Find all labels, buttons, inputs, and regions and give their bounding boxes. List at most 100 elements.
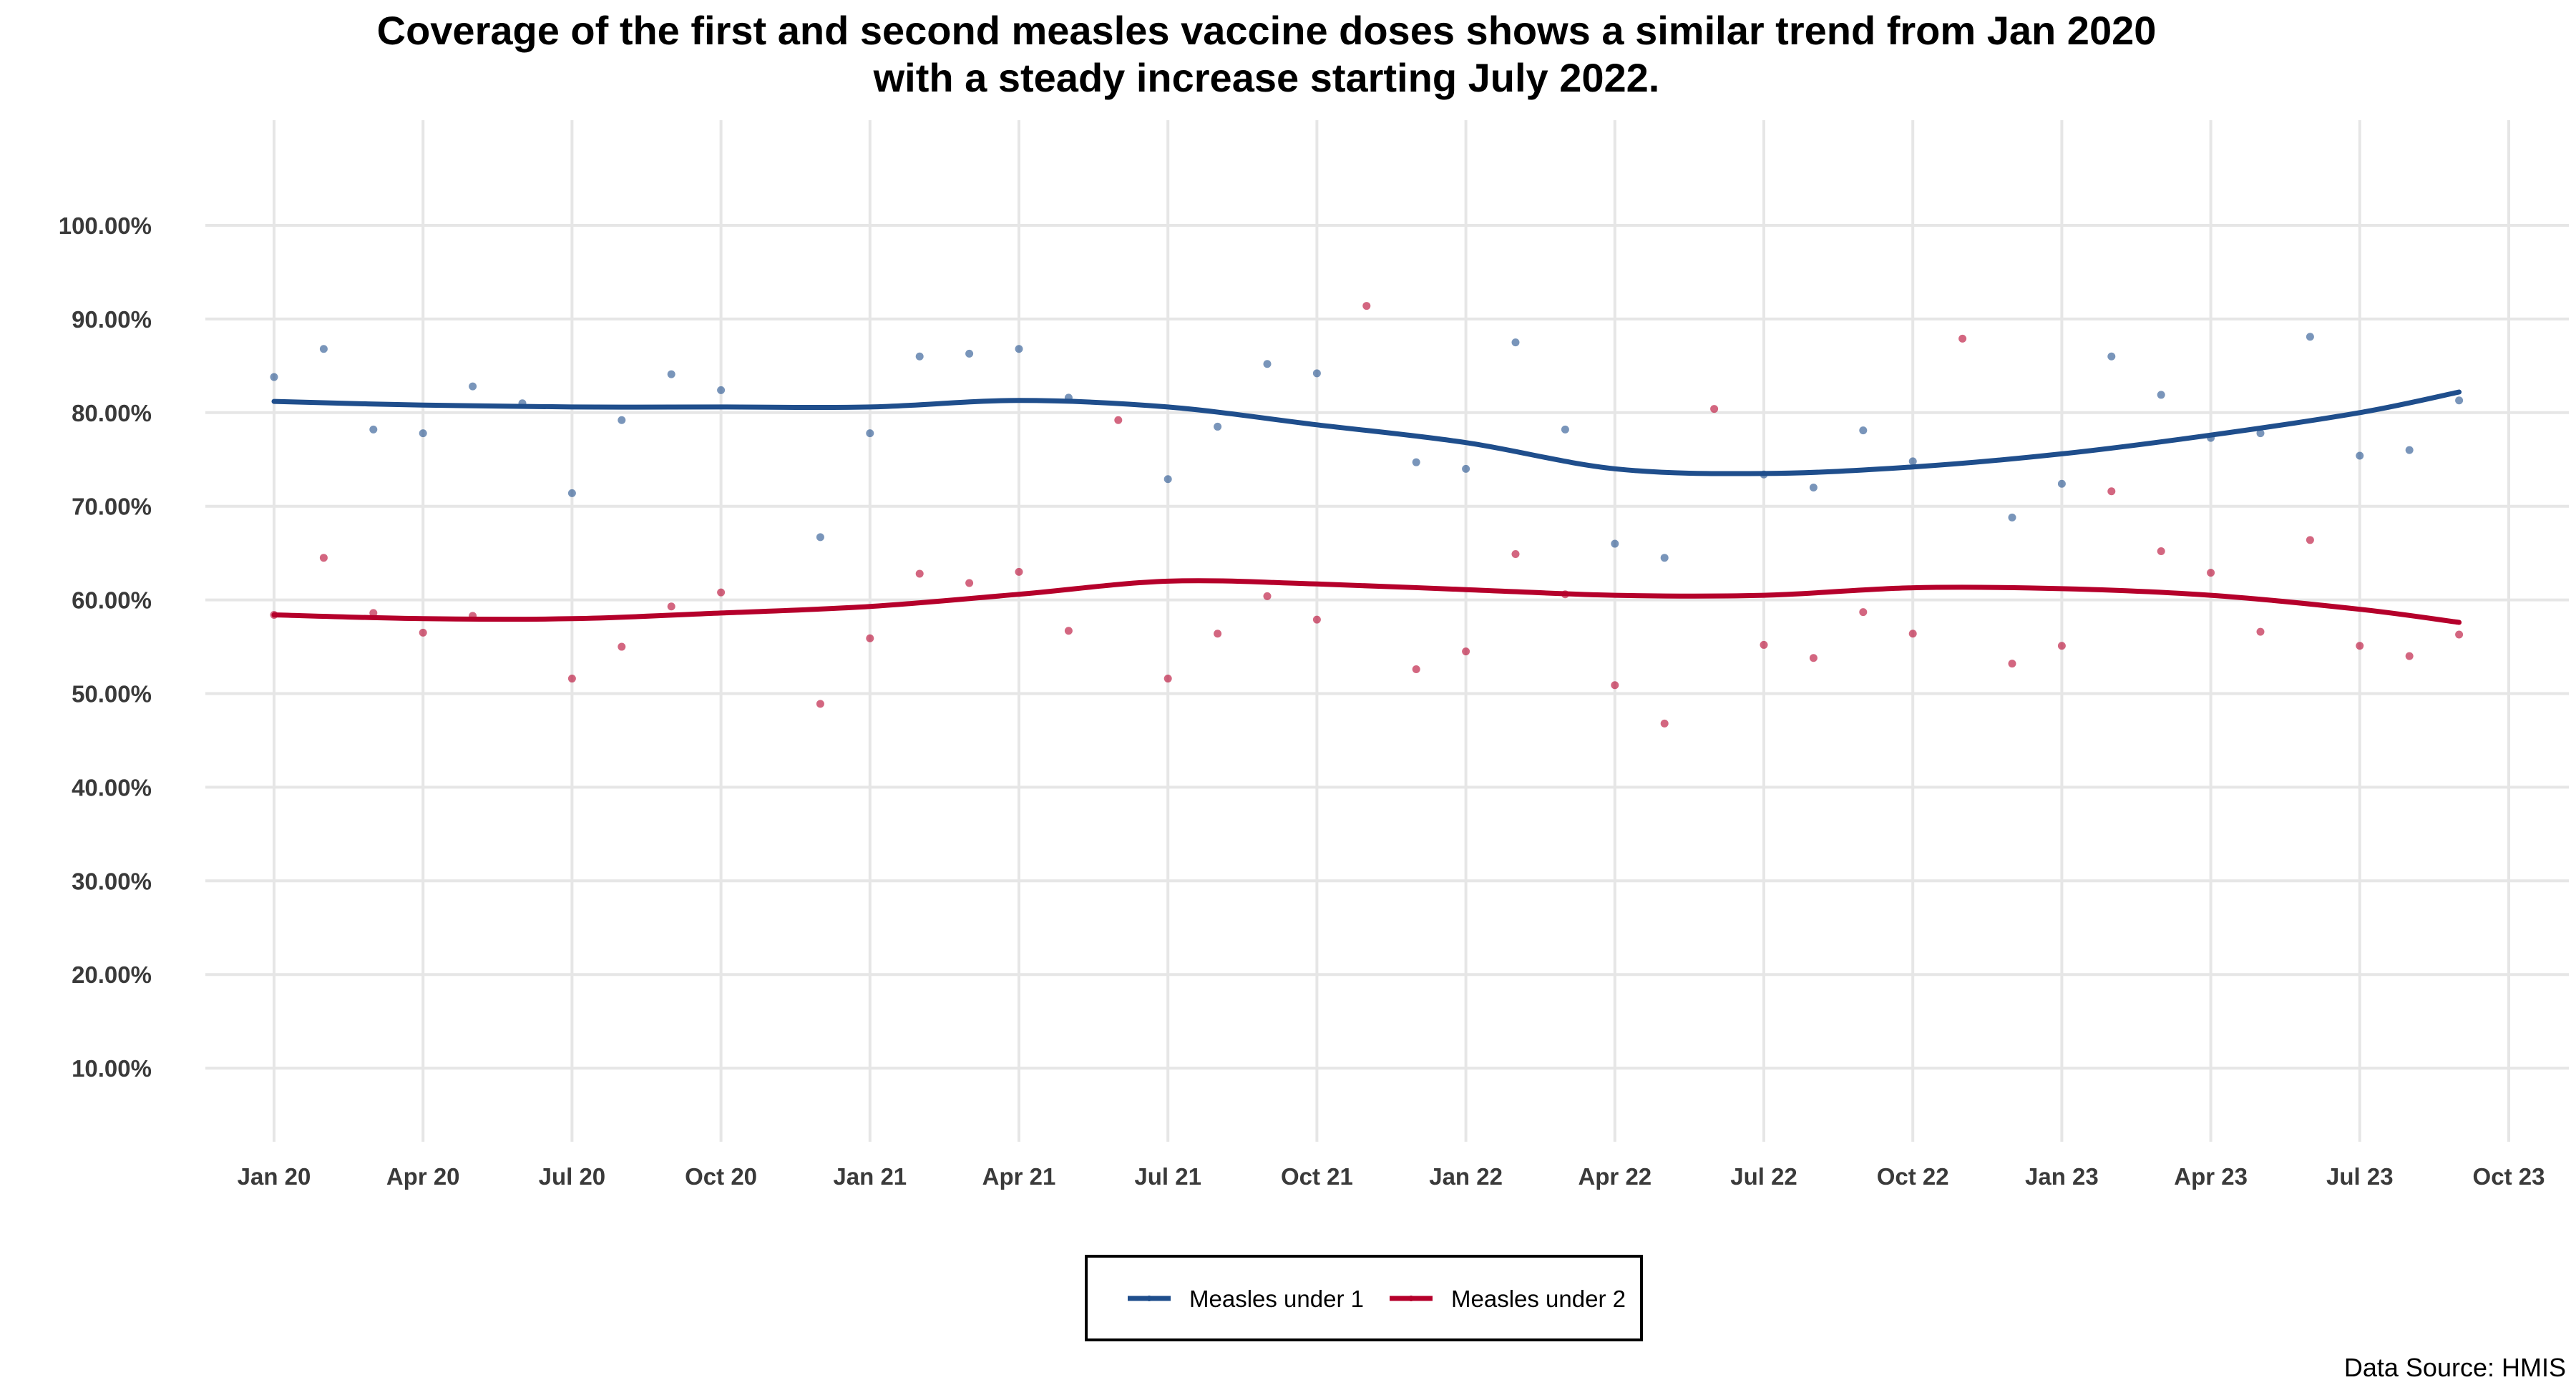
x-tick-label: Jan 21: [833, 1163, 907, 1190]
y-axis-labels: 10.00% 20.00% 30.00% 40.00% 50.00% 60.00% 70.0…: [59, 212, 152, 1082]
x-tick-label: Oct 21: [1281, 1163, 1353, 1190]
data-point: [1511, 549, 1520, 558]
data-point: [2405, 652, 2414, 660]
y-tick-label: 60.00%: [72, 587, 152, 614]
data-point: [1660, 719, 1669, 728]
data-points: [270, 302, 2464, 728]
legend-item-series-1: Measles under 1: [1128, 1286, 1364, 1312]
data-point: [1312, 369, 1321, 378]
legend-key-dot-series-1: [1146, 1296, 1152, 1301]
data-point: [1412, 458, 1420, 466]
data-point: [866, 634, 874, 642]
data-point: [1163, 675, 1172, 683]
data-point: [2356, 642, 2364, 650]
x-tick-label: Oct 22: [1877, 1163, 1949, 1190]
legend-key-dot-series-2: [1408, 1296, 1414, 1301]
data-point: [1859, 608, 1868, 617]
data-point: [1561, 425, 1569, 434]
x-tick-label: Jan 20: [238, 1163, 311, 1190]
data-point: [717, 588, 726, 597]
data-point: [816, 700, 824, 708]
data-point: [2306, 333, 2314, 341]
x-axis-labels: Jan 20 Apr 20 Jul 20 Oct 20 Jan 21 Apr 21 Jul …: [238, 1163, 2545, 1190]
data-source-note: Data Source: HMIS: [2344, 1353, 2566, 1382]
data-point: [1462, 464, 1470, 473]
data-point: [1163, 475, 1172, 484]
y-tick-label: 100.00%: [59, 212, 152, 239]
data-point: [1809, 654, 1818, 662]
data-point: [667, 602, 675, 611]
data-point: [1214, 630, 1222, 638]
data-point: [1064, 627, 1073, 635]
data-point: [319, 345, 328, 353]
data-point: [1859, 426, 1868, 435]
y-tick-label: 30.00%: [72, 868, 152, 894]
x-tick-label: Jul 21: [1134, 1163, 1201, 1190]
data-point: [270, 373, 278, 381]
trend-lines: [271, 389, 2462, 625]
data-point: [816, 533, 824, 542]
legend-label-series-1: Measles under 1: [1189, 1286, 1364, 1312]
data-point: [1809, 484, 1818, 492]
legend-label-series-2: Measles under 2: [1451, 1286, 1626, 1312]
y-tick-label: 90.00%: [72, 306, 152, 333]
chart-title-line-1: Coverage of the first and second measles…: [377, 8, 2157, 53]
data-point: [2157, 391, 2165, 399]
x-tick-label: Jan 23: [2025, 1163, 2099, 1190]
x-tick-label: Jan 22: [1429, 1163, 1503, 1190]
x-gridlines: [273, 120, 2510, 1142]
data-point: [2107, 487, 2116, 496]
x-tick-label: Apr 23: [2174, 1163, 2248, 1190]
data-point: [1263, 360, 1272, 368]
data-point: [1362, 302, 1371, 310]
x-tick-label: Apr 22: [1578, 1163, 1652, 1190]
data-point: [1611, 681, 1619, 690]
data-point: [2057, 479, 2066, 488]
data-point: [965, 579, 974, 587]
chart-title-line-2: with a steady increase starting July 202…: [873, 55, 1660, 100]
data-point: [2057, 642, 2066, 650]
trend-line-series-2: [271, 578, 2462, 625]
data-point: [419, 628, 427, 637]
data-point: [1015, 567, 1023, 576]
x-tick-label: Oct 20: [685, 1163, 757, 1190]
data-point: [618, 642, 626, 651]
data-point: [2256, 429, 2265, 438]
data-point: [1214, 422, 1222, 431]
data-point: [369, 425, 378, 434]
x-tick-label: Oct 23: [2473, 1163, 2545, 1190]
data-point: [567, 675, 576, 683]
legend: Measles under 1 Measles under 2: [1085, 1255, 1643, 1341]
y-tick-label: 50.00%: [72, 681, 152, 708]
data-point: [1908, 457, 1917, 466]
data-point: [2008, 513, 2016, 522]
data-point: [1611, 539, 1619, 548]
chart-title: Coverage of the first and second measles…: [377, 8, 2157, 100]
x-tick-label: Apr 21: [982, 1163, 1056, 1190]
y-tick-label: 40.00%: [72, 774, 152, 801]
data-point: [1660, 554, 1669, 562]
x-tick-label: Jul 20: [539, 1163, 606, 1190]
data-point: [1015, 345, 1023, 353]
data-point: [1908, 630, 1917, 638]
data-point: [469, 382, 477, 391]
data-point: [419, 429, 427, 438]
data-point: [2256, 627, 2265, 636]
data-point: [915, 569, 924, 578]
data-point: [2157, 547, 2165, 556]
data-point: [1760, 640, 1768, 649]
data-point: [2356, 451, 2364, 460]
x-tick-label: Jul 22: [1730, 1163, 1797, 1190]
data-point: [1511, 338, 1520, 347]
y-tick-label: 10.00%: [72, 1055, 152, 1082]
y-tick-label: 70.00%: [72, 494, 152, 520]
data-point: [2008, 660, 2016, 668]
legend-box: [1085, 1255, 1643, 1341]
data-point: [1710, 405, 1719, 413]
data-point: [1412, 665, 1420, 673]
data-point: [319, 554, 328, 562]
x-tick-label: Jul 23: [2326, 1163, 2394, 1190]
data-point: [1312, 615, 1321, 624]
data-point: [2455, 630, 2464, 639]
data-point: [717, 386, 726, 394]
